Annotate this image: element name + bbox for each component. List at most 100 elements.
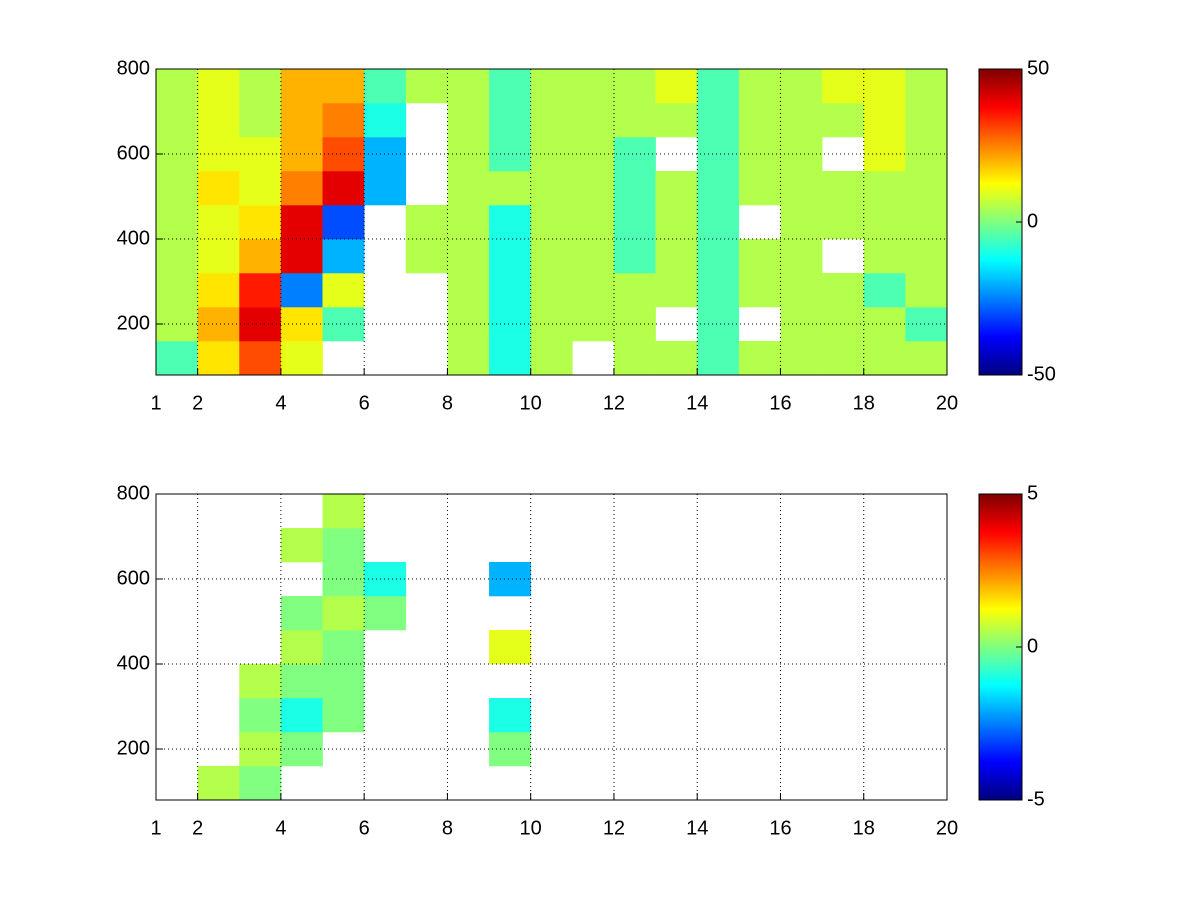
heatmap-cell [655, 341, 698, 376]
heatmap-cell [822, 205, 865, 240]
heatmap-cell [780, 239, 823, 274]
x-tick-label: 6 [359, 392, 370, 414]
heatmap-cell [613, 69, 656, 104]
heatmap-cell [197, 137, 240, 172]
heatmap-cell [489, 273, 531, 308]
x-tick-label: 10 [520, 817, 542, 839]
colorbar [978, 493, 1023, 801]
heatmap-cell [863, 69, 906, 104]
heatmap-cell [322, 494, 365, 529]
heatmap-cell [197, 239, 240, 274]
heatmap-cell [905, 171, 948, 206]
heatmap-cell [530, 137, 573, 172]
heatmap-cell [780, 69, 823, 104]
heatmap-cell [780, 103, 823, 138]
heatmap-cell [322, 562, 365, 597]
heatmap-cell [322, 630, 365, 665]
y-tick-label: 800 [117, 482, 150, 504]
heatmap-cell [280, 103, 323, 138]
heatmap-cell [322, 698, 365, 733]
heatmap-cell [239, 205, 282, 240]
heatmap-cell [280, 341, 323, 376]
heatmap-cell [280, 137, 323, 172]
heatmap-cell [280, 307, 323, 342]
heatmap-cell [197, 341, 240, 376]
heatmap-cell [822, 69, 865, 104]
heatmap-cell [738, 103, 781, 138]
heatmap-cell [364, 562, 407, 597]
y-tick-label: 400 [117, 652, 150, 674]
heatmap-cell [447, 205, 490, 240]
y-tick-label: 800 [117, 57, 150, 79]
heatmap-cell [822, 307, 865, 342]
heatmap-cell [156, 69, 198, 104]
heatmap-cell [738, 341, 781, 376]
heatmap-cell [489, 103, 531, 138]
axes-frame [155, 493, 948, 801]
heatmap-cell [280, 528, 323, 563]
heatmap-cell [447, 69, 490, 104]
x-tick-label: 14 [686, 392, 708, 414]
heatmap-cell [697, 273, 740, 308]
heatmap-cell [405, 69, 448, 104]
heatmap-cell [780, 341, 823, 376]
x-tick-label: 8 [442, 392, 453, 414]
heatmap-cell [447, 273, 490, 308]
heatmap-cell [655, 205, 698, 240]
colorbar-tick-label: -5 [1027, 788, 1045, 810]
heatmap-cell [572, 205, 615, 240]
heatmap-cell [905, 103, 948, 138]
x-tick-label: 2 [192, 392, 203, 414]
heatmap-cell [530, 103, 573, 138]
heatmap-cell [489, 69, 531, 104]
heatmap-cell [280, 205, 323, 240]
heatmap-cell [197, 273, 240, 308]
x-tick-label: 16 [769, 392, 791, 414]
heatmap-cell [780, 137, 823, 172]
heatmap-cell [780, 307, 823, 342]
heatmap-cell [322, 239, 365, 274]
x-tick-label: 16 [769, 817, 791, 839]
heatmap-cell [280, 273, 323, 308]
heatmap-cell [156, 205, 198, 240]
y-tick-label: 600 [117, 142, 150, 164]
heatmap-cell [489, 630, 531, 665]
x-tick-label: 4 [275, 817, 286, 839]
heatmap-cell [697, 69, 740, 104]
heatmap-cell [572, 273, 615, 308]
heatmap-cell [655, 239, 698, 274]
heatmap-cell [447, 171, 490, 206]
x-tick-label: 12 [603, 392, 625, 414]
heatmap-cell [572, 137, 615, 172]
heatmap-cell [364, 137, 407, 172]
heatmap-cell [530, 171, 573, 206]
heatmap-cell [197, 307, 240, 342]
heatmap-cell [530, 307, 573, 342]
heatmap-cell [530, 69, 573, 104]
heatmap-cell [613, 273, 656, 308]
heatmap-cell [239, 341, 282, 376]
heatmap-cell [905, 341, 948, 376]
heatmap-cell [905, 239, 948, 274]
heatmap-cell [655, 69, 698, 104]
heatmap-cell [863, 171, 906, 206]
heatmap-cell [697, 171, 740, 206]
heatmap-cell [530, 239, 573, 274]
heatmap-cell [280, 596, 323, 631]
heatmap-cell [197, 205, 240, 240]
heatmap-cell [447, 239, 490, 274]
heatmap-cell [489, 341, 531, 376]
heatmap-cell [280, 69, 323, 104]
heatmap-cell [822, 341, 865, 376]
heatmap-cell [530, 341, 573, 376]
heatmap-cell [239, 664, 282, 699]
heatmap-cell [655, 273, 698, 308]
heatmap-cell [322, 596, 365, 631]
x-tick-label: 12 [603, 817, 625, 839]
heatmap-cell [322, 103, 365, 138]
heatmap-cell [697, 103, 740, 138]
heatmap-cell [613, 205, 656, 240]
heatmap-cell [489, 171, 531, 206]
heatmap-cell [322, 69, 365, 104]
heatmap-cell [156, 341, 198, 376]
